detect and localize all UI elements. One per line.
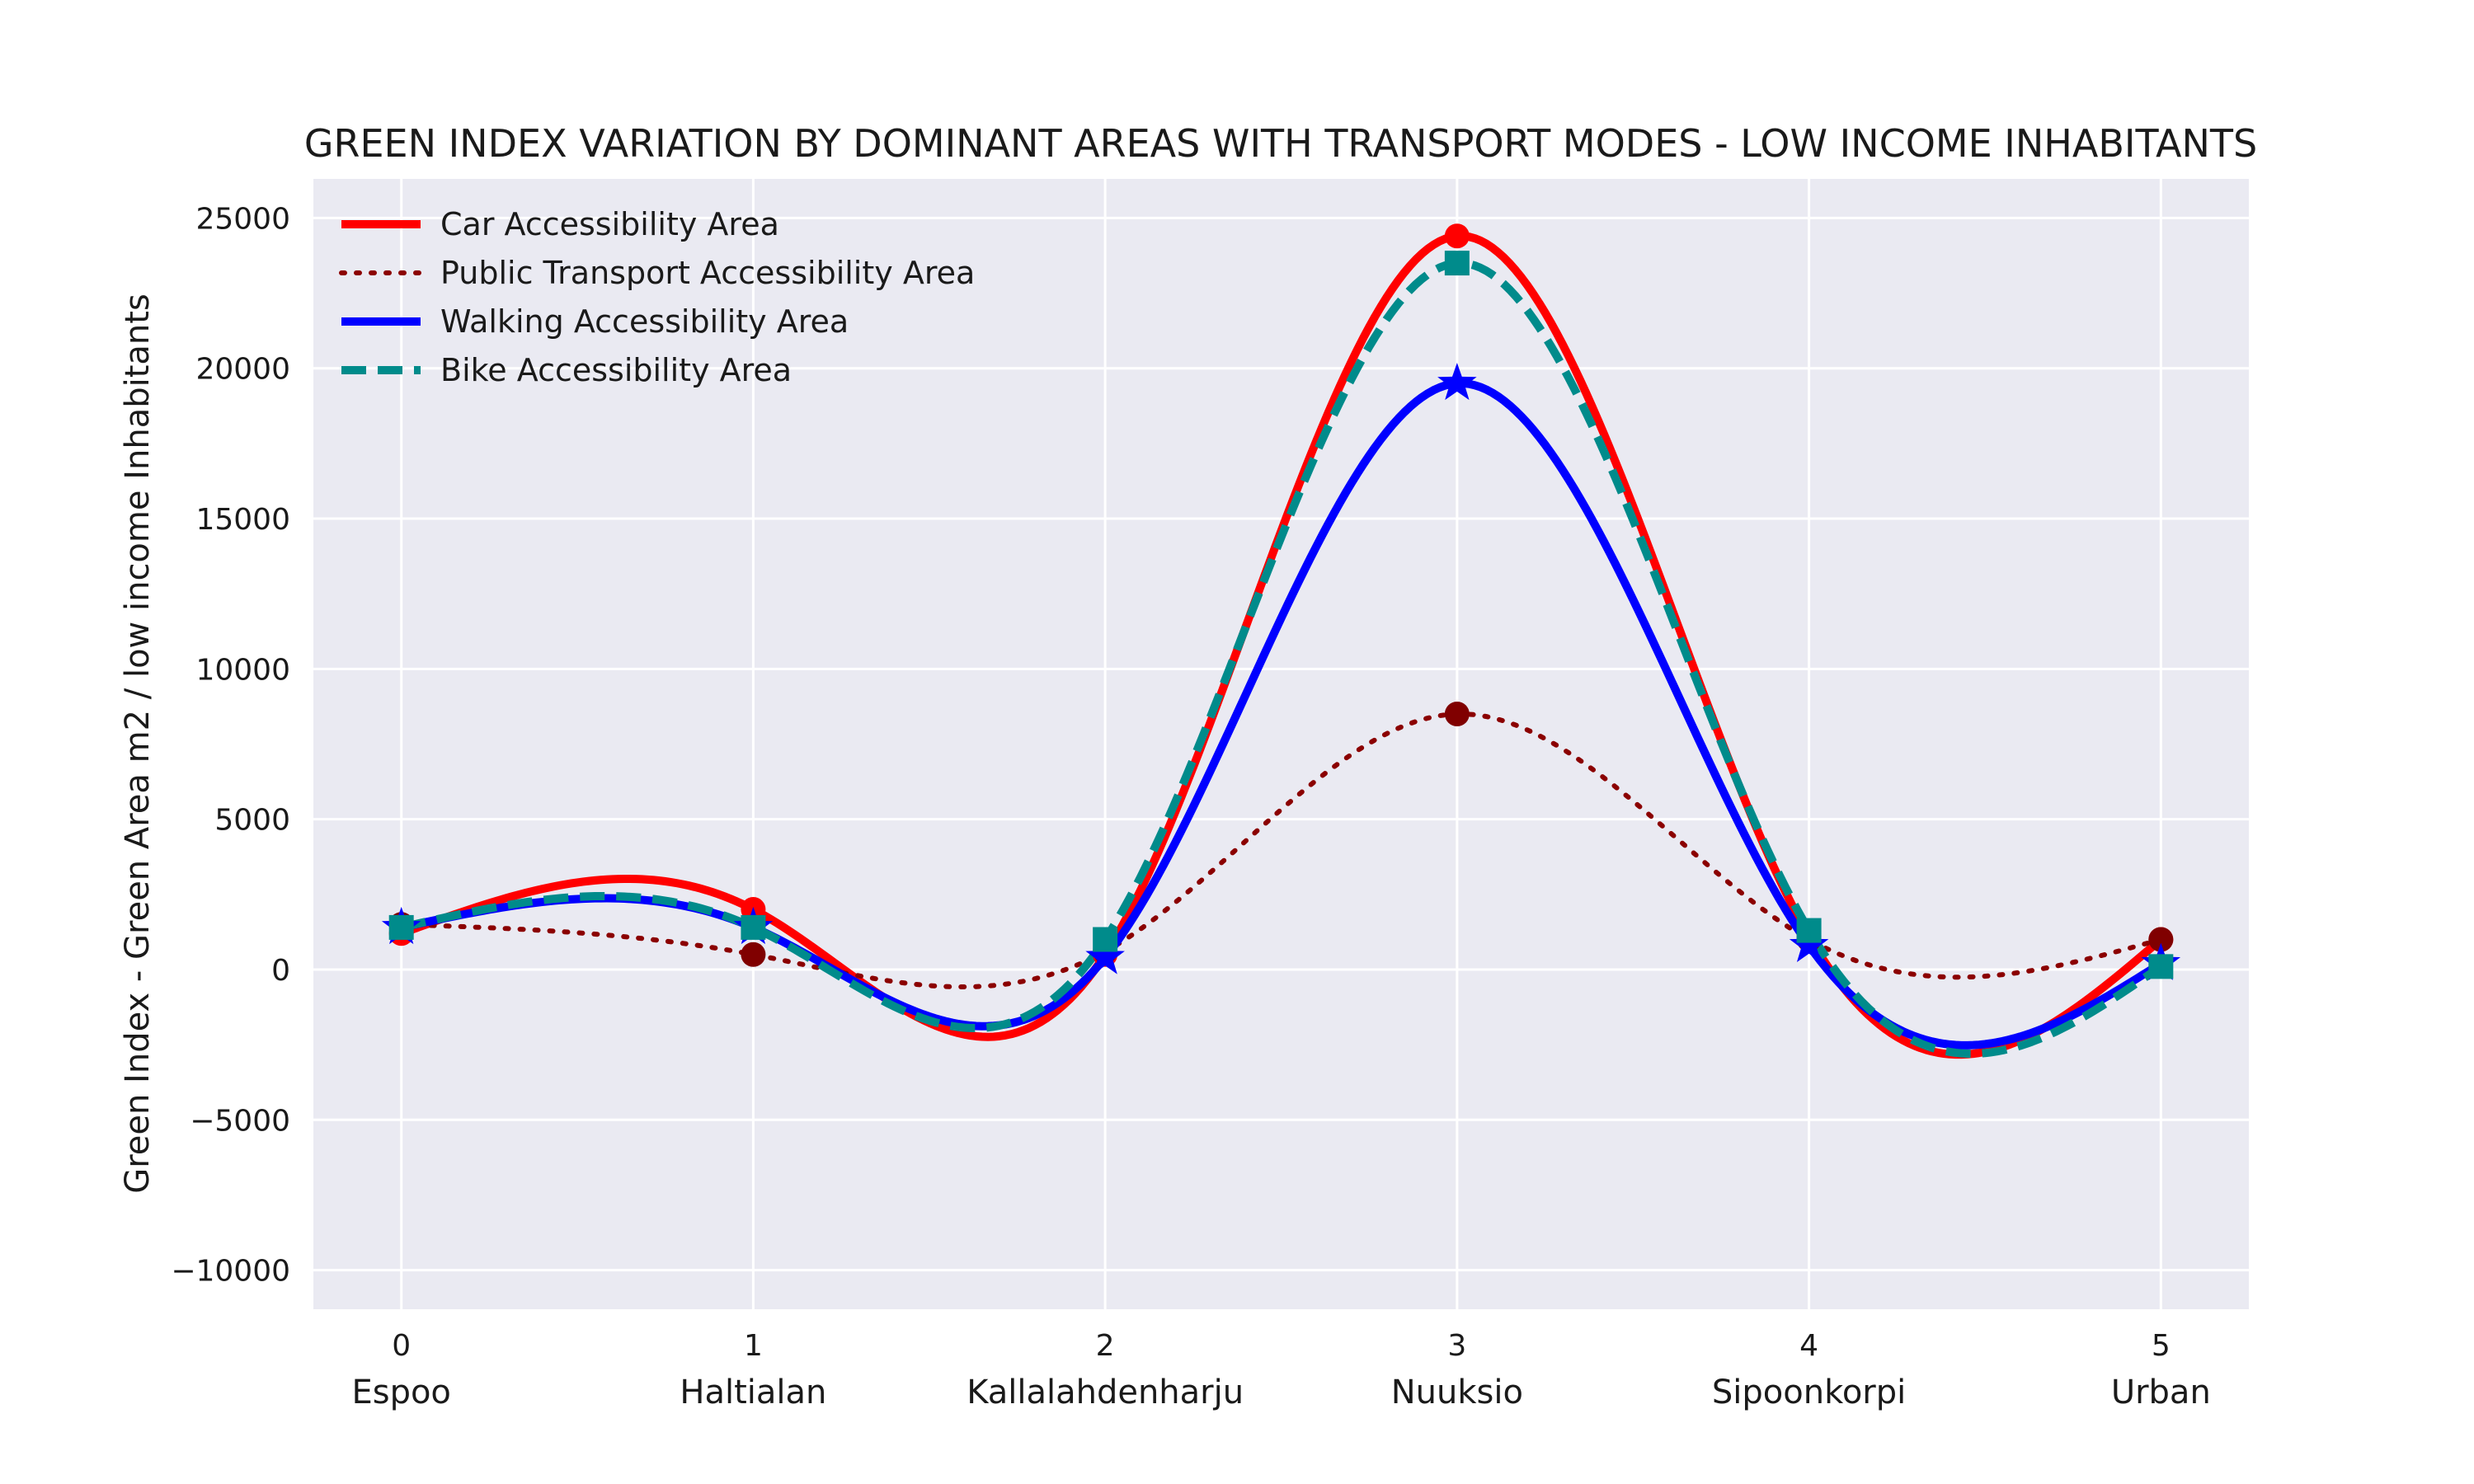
legend: Car Accessibility Area Public Transport A…: [339, 206, 975, 388]
y-tick-label: 15000: [195, 503, 290, 537]
x-tick-label: 4: [1799, 1329, 1818, 1363]
data-point: [388, 914, 414, 940]
x-tick-label: 3: [1447, 1329, 1466, 1363]
series-line-4: [400, 259, 2164, 1059]
y-tick-label: 5000: [214, 804, 290, 838]
plot-background: [313, 179, 2249, 1309]
series-layer: [398, 232, 2164, 1059]
legend-label: Car Accessibility Area: [440, 206, 779, 242]
legend-label: Bike Accessibility Area: [440, 352, 792, 388]
marker-layer: [381, 223, 2181, 980]
chart-title: GREEN INDEX VARIATION BY DOMINANT AREAS …: [304, 121, 2257, 166]
x-tick-label: 0: [392, 1329, 411, 1363]
data-point: [1437, 362, 1477, 401]
data-point: [2148, 954, 2174, 979]
y-tick-label: 25000: [195, 202, 290, 236]
y-tick-label: −5000: [190, 1104, 290, 1138]
data-point: [741, 914, 766, 940]
x-tick-label: 2: [1096, 1329, 1115, 1363]
data-point: [741, 942, 766, 967]
x-category-label: Espoo: [351, 1374, 450, 1411]
data-point: [1444, 223, 1470, 249]
data-point: [1444, 702, 1470, 727]
data-point: [1085, 937, 1125, 974]
series-line-2: [398, 711, 2164, 990]
data-point: [1444, 251, 1470, 276]
x-category-label: Haltialan: [680, 1374, 826, 1411]
data-point: [1789, 924, 1829, 963]
data-point: [1093, 927, 1118, 952]
legend-label: Walking Accessibility Area: [440, 303, 849, 340]
x-category-label: Kallalahdenharju: [967, 1374, 1244, 1411]
x-tick-label: 1: [744, 1329, 763, 1363]
y-tick-label: −10000: [171, 1255, 290, 1289]
tick-labels: 25000 20000 15000 10000 5000 0 −5000 −10000 0 Esp…: [171, 202, 2210, 1411]
x-category-label: Urban: [2111, 1374, 2211, 1411]
data-point: [2148, 927, 2174, 952]
legend-label: Public Transport Accessibility Area: [440, 255, 975, 291]
x-tick-label: 5: [2152, 1329, 2171, 1363]
x-category-label: Sipoonkorpi: [1712, 1374, 1906, 1411]
data-point: [1796, 918, 1822, 943]
y-axis-label: Green Index - Green Area m2 / low income…: [119, 294, 157, 1194]
x-category-label: Nuuksio: [1391, 1374, 1523, 1411]
y-tick-label: 20000: [195, 353, 290, 387]
y-tick-label: 0: [271, 954, 290, 988]
y-tick-label: 10000: [195, 653, 290, 687]
